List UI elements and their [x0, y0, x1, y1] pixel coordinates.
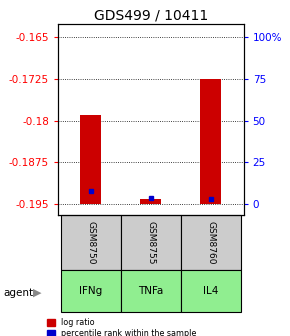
Title: GDS499 / 10411: GDS499 / 10411	[94, 8, 208, 23]
Bar	[121, 270, 181, 312]
Bar	[61, 270, 121, 312]
Text: TNFa: TNFa	[138, 287, 164, 296]
Text: agent: agent	[3, 288, 33, 298]
Text: GSM8760: GSM8760	[206, 221, 215, 264]
Bar	[200, 79, 221, 204]
Bar	[140, 200, 161, 204]
Text: ▶: ▶	[33, 288, 42, 298]
Text: GSM8750: GSM8750	[86, 221, 95, 264]
Bar	[80, 115, 102, 204]
Text: GSM8755: GSM8755	[146, 221, 155, 264]
Bar	[61, 215, 121, 270]
Text: IFNg: IFNg	[79, 287, 103, 296]
Bar	[181, 270, 241, 312]
Bar	[181, 215, 241, 270]
Legend: log ratio, percentile rank within the sample: log ratio, percentile rank within the sa…	[46, 317, 198, 336]
Bar	[121, 215, 181, 270]
Text: IL4: IL4	[203, 287, 218, 296]
